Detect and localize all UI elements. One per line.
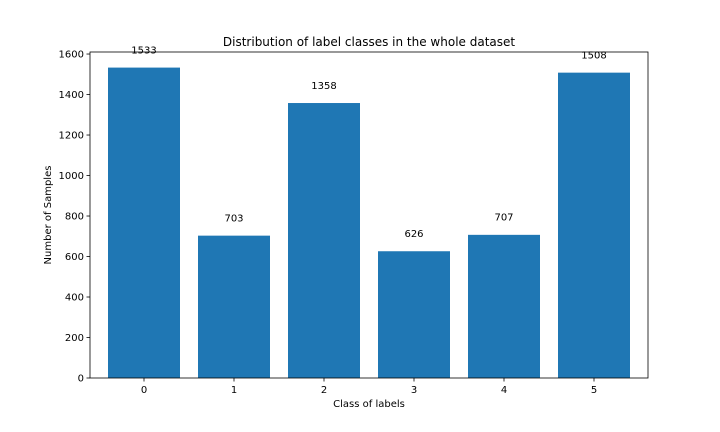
y-tick-label: 200 [65, 333, 84, 344]
bar-5 [558, 72, 630, 379]
y-tick-label: 800 [65, 212, 84, 223]
bar-2 [288, 103, 360, 378]
y-tick-label: 0 [78, 374, 84, 385]
x-axis: 0 1 2 3 4 5 [141, 378, 597, 396]
x-tick-label: 0 [141, 385, 147, 396]
x-axis-label: Class of labels [333, 399, 405, 410]
data-label-1: 703 [224, 213, 243, 224]
bar-4 [468, 234, 540, 378]
data-label-5: 1508 [581, 50, 606, 61]
bar-3 [378, 251, 450, 378]
y-tick-label: 1000 [59, 171, 84, 182]
chart-title: Distribution of label classes in the who… [223, 35, 515, 49]
y-tick-label: 1600 [59, 50, 84, 61]
y-tick-label: 600 [65, 252, 84, 263]
data-label-2: 1358 [311, 81, 336, 92]
y-tick-label: 400 [65, 293, 84, 304]
x-tick-label: 1 [231, 385, 237, 396]
x-tick-label: 4 [501, 385, 507, 396]
bar-0 [108, 67, 180, 378]
x-tick-label: 3 [411, 385, 417, 396]
y-axis: 0 200 400 600 800 1000 1200 1400 1600 [59, 50, 90, 385]
data-label-4: 707 [494, 213, 513, 224]
bars-group [108, 67, 630, 379]
data-label-0: 1533 [131, 45, 156, 56]
y-tick-label: 1400 [59, 90, 84, 101]
x-tick-label: 5 [591, 385, 597, 396]
y-tick-label: 1200 [59, 131, 84, 142]
bar-1 [198, 235, 270, 378]
x-tick-label: 2 [321, 385, 327, 396]
data-label-3: 626 [404, 229, 423, 240]
y-axis-label: Number of Samples [43, 166, 54, 265]
plot-frame [89, 51, 649, 379]
data-labels-group: 1533 703 1358 626 707 1508 [131, 45, 606, 240]
